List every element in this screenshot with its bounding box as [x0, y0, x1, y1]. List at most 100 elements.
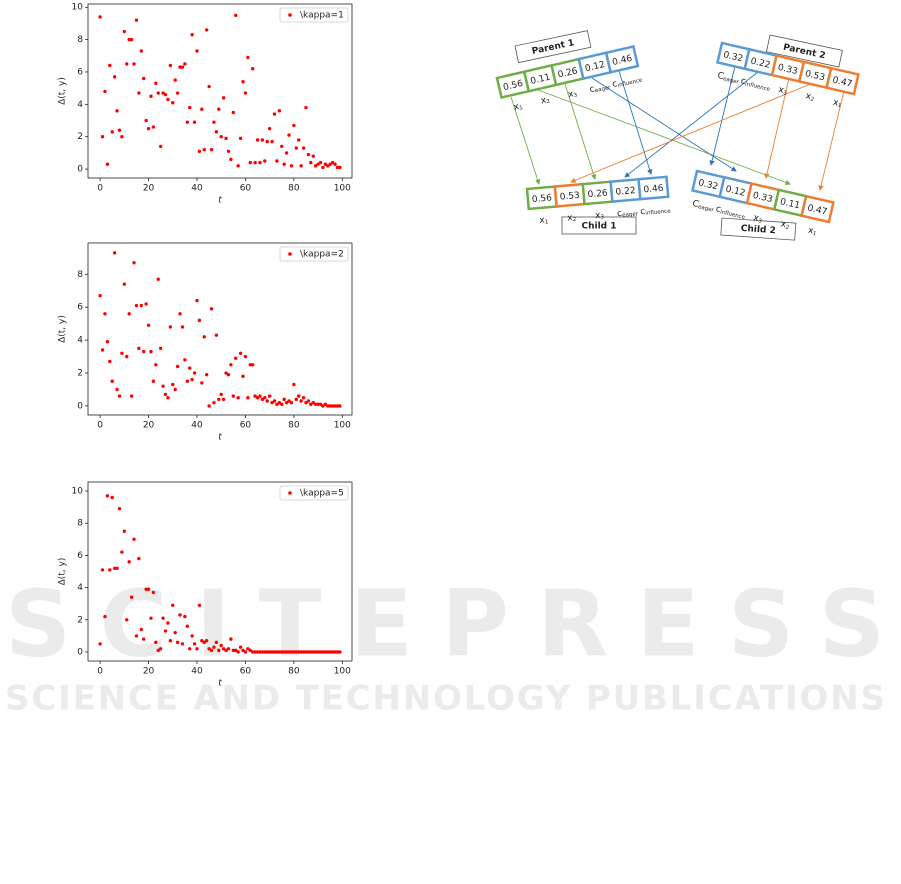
- point: [219, 135, 223, 139]
- plot-frame: [87, 242, 353, 416]
- point: [301, 396, 306, 400]
- point: [209, 307, 214, 311]
- point: [328, 404, 332, 408]
- point: [299, 650, 303, 654]
- gene-value: 0.53: [559, 191, 580, 203]
- label-base: c: [617, 208, 623, 218]
- point: [146, 587, 151, 591]
- y-tick-label: 4: [77, 583, 83, 593]
- point: [318, 650, 323, 654]
- title-text: Child 1: [581, 222, 616, 232]
- label-base: x: [832, 97, 840, 108]
- point: [173, 387, 177, 392]
- y-tick-label: 10: [72, 487, 84, 497]
- label-sub: 2: [810, 96, 815, 103]
- gene-cell: [604, 45, 640, 74]
- x-tick-label: 80: [288, 667, 300, 677]
- point: [105, 494, 110, 498]
- y-tick-label: 2: [77, 369, 83, 379]
- row-title: Parent 1: [514, 30, 592, 64]
- point: [253, 160, 257, 165]
- point: [125, 354, 129, 359]
- point: [250, 650, 255, 654]
- point: [292, 650, 296, 654]
- point: [309, 160, 313, 165]
- point: [197, 603, 202, 608]
- point: [190, 377, 194, 382]
- legend-label: \kappa=5: [300, 489, 344, 499]
- point: [221, 397, 226, 402]
- point: [270, 139, 274, 144]
- point: [108, 359, 112, 364]
- point: [200, 639, 204, 643]
- point: [311, 154, 315, 158]
- point: [161, 91, 165, 95]
- point: [192, 371, 197, 375]
- point: [144, 302, 148, 306]
- point: [282, 397, 286, 402]
- point: [301, 146, 306, 150]
- point: [217, 107, 221, 111]
- legend-marker: [288, 252, 292, 256]
- label-sub: eager: [594, 84, 612, 94]
- point: [313, 164, 318, 168]
- point: [110, 379, 114, 383]
- point: [323, 650, 328, 654]
- point: [117, 394, 122, 398]
- point: [168, 639, 173, 643]
- point: [154, 81, 158, 86]
- label-sub: influence: [720, 209, 747, 221]
- point: [183, 614, 187, 619]
- label-sub: 2: [546, 98, 551, 105]
- point: [158, 346, 163, 351]
- label-base: C: [691, 198, 699, 209]
- point: [204, 639, 209, 643]
- point: [129, 595, 134, 599]
- point: [326, 164, 330, 168]
- point: [144, 587, 148, 591]
- point: [304, 650, 308, 654]
- title-box: [561, 216, 637, 235]
- point: [309, 650, 313, 654]
- gene-label: x3: [752, 213, 763, 225]
- point: [212, 645, 216, 649]
- gene-label: x1: [513, 101, 524, 113]
- gene-value: 0.46: [643, 184, 664, 196]
- point: [267, 650, 272, 654]
- point: [161, 616, 165, 620]
- point: [204, 28, 209, 32]
- y-tick-label: 2: [77, 615, 83, 625]
- point: [255, 138, 260, 142]
- point: [318, 160, 323, 165]
- watermark-subtitle: SCIENCE AND TECHNOLOGY PUBLICATIONS: [5, 679, 885, 719]
- arrow: [709, 61, 737, 166]
- point: [207, 404, 211, 408]
- label-sub: 1: [812, 230, 817, 237]
- point: [183, 358, 187, 362]
- point: [103, 312, 107, 316]
- point: [100, 135, 105, 139]
- point: [321, 404, 325, 408]
- point: [284, 650, 289, 654]
- point: [110, 495, 114, 500]
- point: [226, 149, 231, 153]
- point: [231, 648, 236, 653]
- point: [265, 139, 269, 144]
- point: [229, 157, 233, 162]
- point: [180, 325, 185, 329]
- plot-frame: [87, 481, 353, 662]
- point: [207, 84, 211, 89]
- point: [287, 399, 291, 403]
- y-axis-label: Δ(t, y): [58, 77, 68, 105]
- point: [323, 402, 328, 407]
- point: [98, 293, 102, 298]
- point: [139, 627, 143, 632]
- gene-cell: [825, 66, 860, 96]
- x-tick-label: 40: [191, 667, 203, 677]
- point: [163, 392, 168, 397]
- point: [260, 650, 265, 654]
- y-tick-label: 6: [77, 67, 83, 77]
- point: [248, 160, 252, 165]
- point: [328, 650, 332, 654]
- gene-label: x1: [539, 215, 549, 226]
